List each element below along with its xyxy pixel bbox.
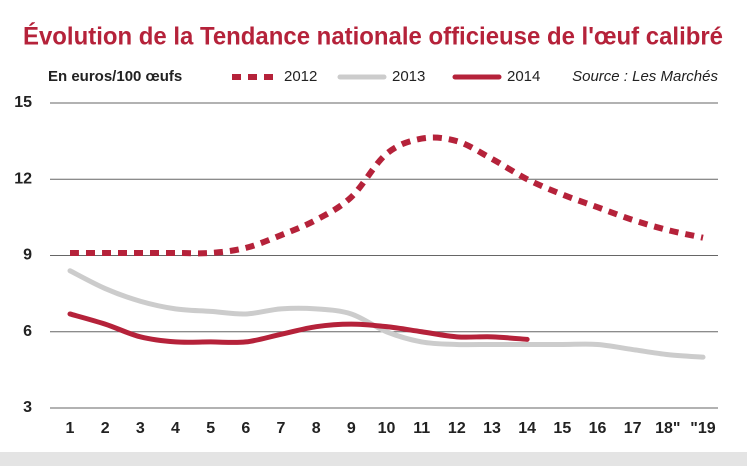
- x-tick-label: 13: [483, 420, 501, 437]
- x-tick-label: 15: [553, 420, 571, 437]
- subtitle: En euros/100 œufs: [48, 68, 182, 85]
- y-tick-label: 6: [23, 323, 32, 340]
- source: Source : Les Marchés: [572, 68, 718, 85]
- x-tick-label: 18": [655, 420, 680, 437]
- series-line: [67, 311, 530, 345]
- x-tick-label: "19: [690, 420, 715, 437]
- legend-label: 2013: [392, 68, 425, 85]
- x-tick-label: 4: [171, 420, 180, 437]
- x-tick-label: 8: [312, 420, 321, 437]
- x-tick-label: 17: [624, 420, 642, 437]
- x-tick-label: 14: [518, 420, 536, 437]
- chart-title: Évolution de la Tendance nationale offic…: [23, 22, 723, 51]
- x-tick-label: 1: [66, 420, 75, 437]
- x-tick-label: 3: [136, 420, 145, 437]
- x-tick-label: 2: [101, 420, 110, 437]
- series-line: [67, 268, 706, 360]
- legend-label: 2012: [284, 68, 317, 85]
- x-tick-label: 7: [277, 420, 286, 437]
- x-tick-label: 9: [347, 420, 356, 437]
- y-tick-label: 3: [23, 399, 32, 416]
- x-tick-label: 6: [241, 420, 250, 437]
- series-line: [69, 134, 704, 257]
- legend-label: 2014: [507, 68, 540, 85]
- bottom-band: [0, 452, 747, 466]
- x-tick-label: 10: [378, 420, 396, 437]
- y-tick-label: 15: [14, 94, 32, 111]
- y-tick-label: 12: [14, 170, 32, 187]
- x-tick-label: 16: [589, 420, 607, 437]
- y-tick-label: 9: [23, 247, 32, 264]
- x-tick-label: 5: [206, 420, 215, 437]
- x-tick-label: 12: [448, 420, 466, 437]
- x-tick-label: 11: [413, 420, 430, 437]
